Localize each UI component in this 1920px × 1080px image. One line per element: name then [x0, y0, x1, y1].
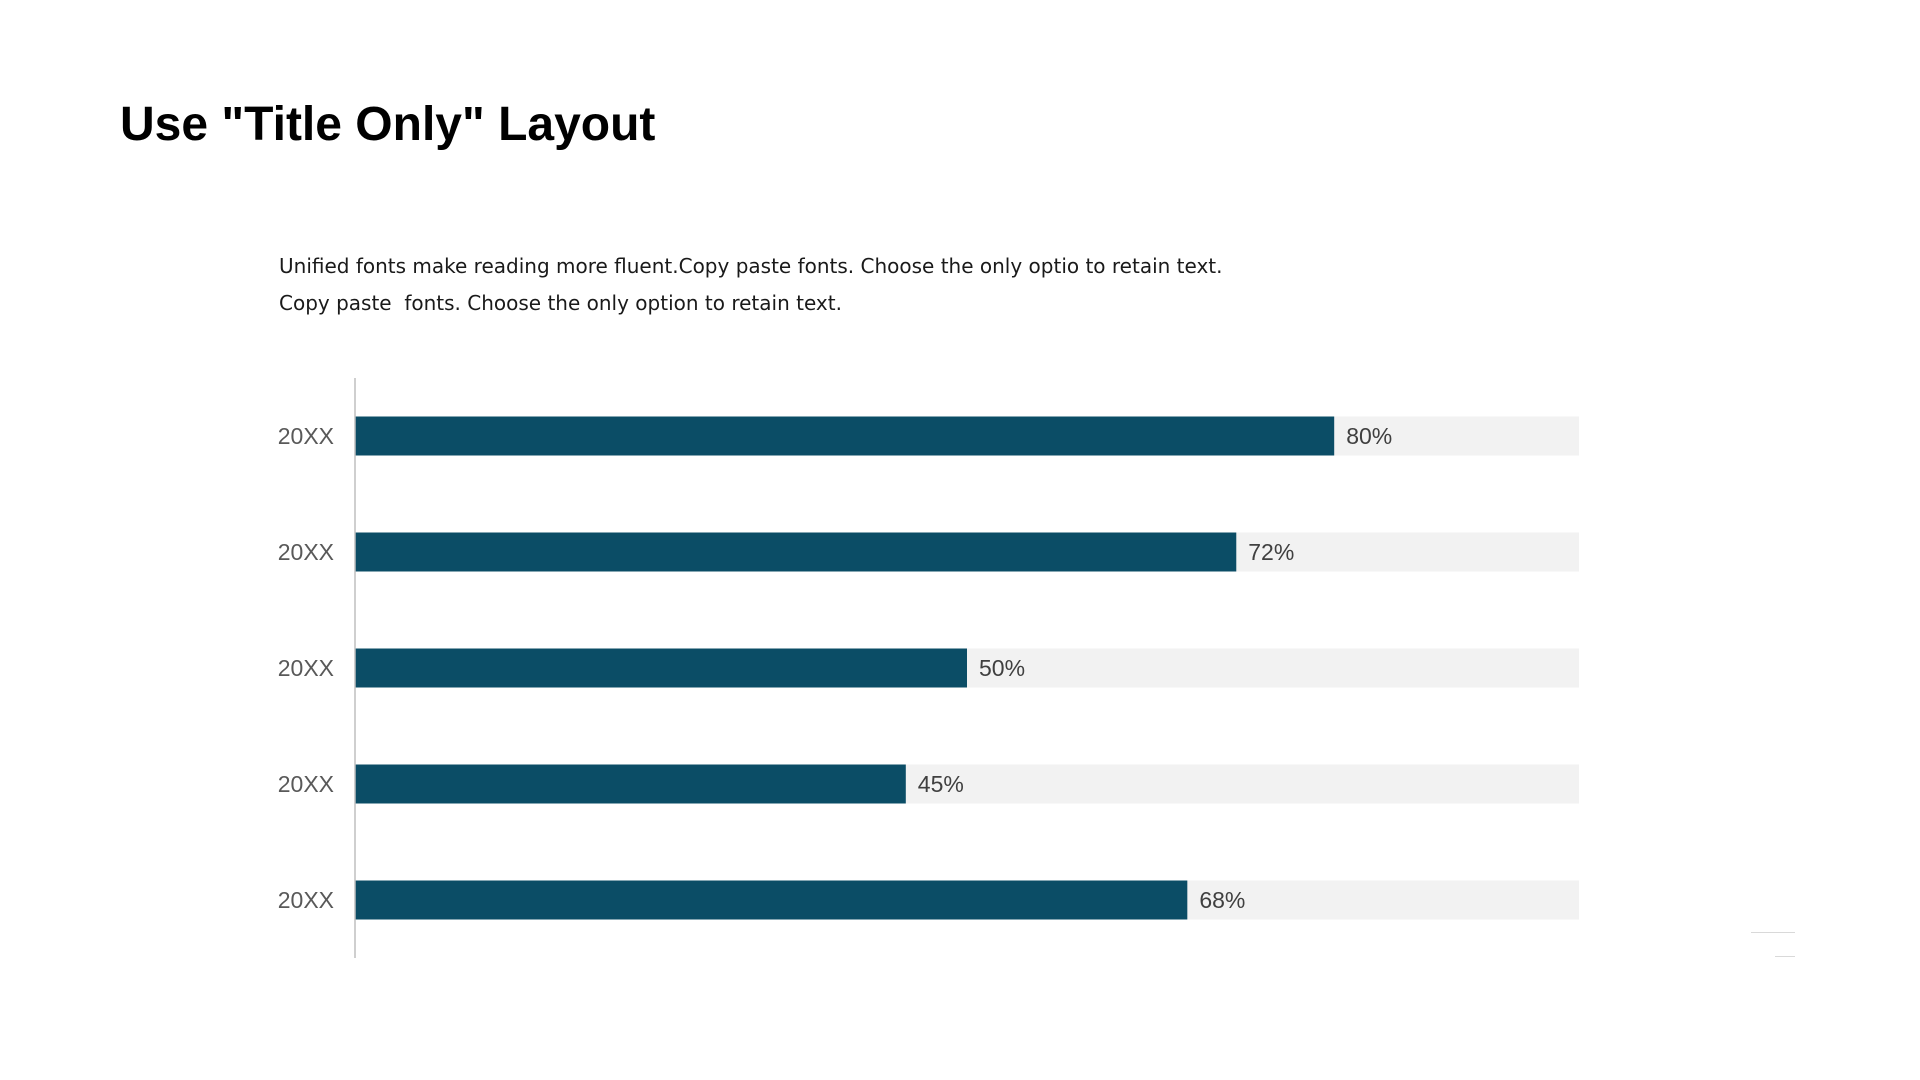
category-label-5: 20XX [278, 887, 334, 913]
category-label-2: 20XX [278, 539, 334, 565]
corner-decoration-line-top [1751, 932, 1795, 933]
category-label-3: 20XX [278, 655, 334, 681]
slide-title: Use "Title Only" Layout [120, 98, 656, 151]
category-label-1: 20XX [278, 423, 334, 449]
value-label-5: 68% [1199, 887, 1245, 913]
value-label-2: 72% [1248, 539, 1294, 565]
value-label-4: 45% [918, 771, 964, 797]
slide-subtitle: Unified fonts make reading more fluent.C… [279, 248, 1223, 322]
corner-decoration-line-bottom [1775, 956, 1795, 957]
bar-4 [355, 764, 906, 804]
subtitle-line-1: Unified fonts make reading more fluent.C… [279, 254, 1223, 278]
bar-3 [355, 648, 967, 688]
bar-2 [355, 532, 1237, 572]
value-label-1: 80% [1346, 423, 1392, 449]
subtitle-line-2: Copy paste fonts. Choose the only option… [279, 291, 842, 315]
bar-1 [355, 416, 1335, 456]
bar-5 [355, 880, 1188, 920]
category-label-4: 20XX [278, 771, 334, 797]
value-label-3: 50% [979, 655, 1025, 681]
